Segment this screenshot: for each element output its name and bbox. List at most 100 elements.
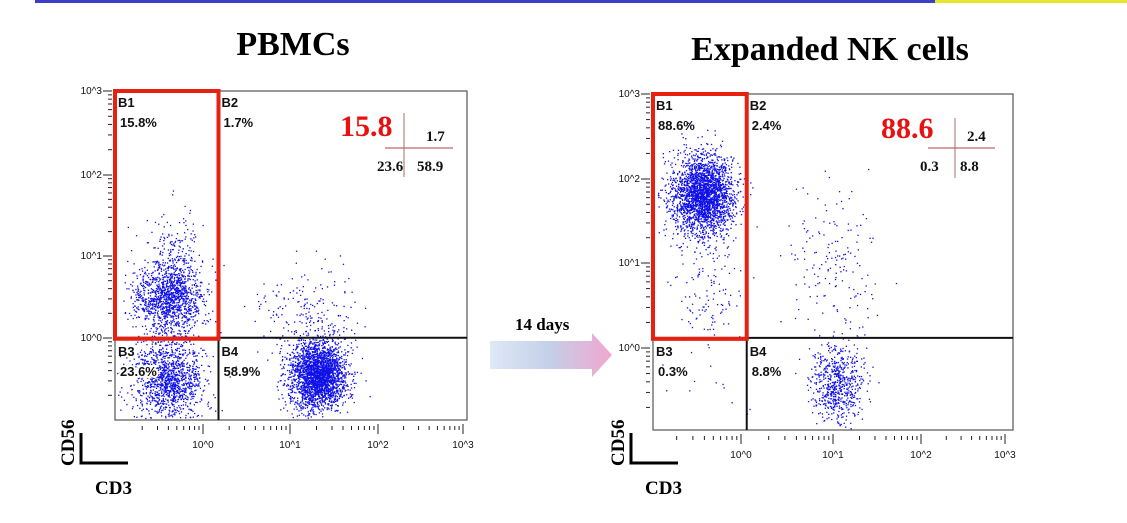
scatter-point xyxy=(192,316,195,318)
scatter-point xyxy=(305,342,307,344)
scatter-point xyxy=(350,363,352,365)
scatter-point xyxy=(137,367,139,369)
scatter-point xyxy=(173,389,175,392)
scatter-point xyxy=(175,287,178,289)
scatter-point xyxy=(298,369,300,371)
scatter-point xyxy=(163,307,165,309)
scatter-point xyxy=(159,238,161,240)
scatter-point xyxy=(148,282,150,284)
scatter-point xyxy=(150,292,152,294)
scatter-point xyxy=(188,386,190,388)
scatter-point xyxy=(172,389,174,391)
scatter-point xyxy=(180,333,182,335)
scatter-point xyxy=(150,312,153,314)
scatter-point xyxy=(161,245,164,247)
scatter-point xyxy=(289,397,291,399)
scatter-point xyxy=(294,371,297,373)
scatter-point xyxy=(203,301,205,303)
scatter-point xyxy=(333,348,335,351)
scatter-point xyxy=(188,308,190,311)
scatter-point xyxy=(156,376,159,378)
scatter-point xyxy=(290,398,292,400)
scatter-point xyxy=(329,358,332,360)
scatter-point xyxy=(308,348,310,351)
scatter-point xyxy=(167,371,170,373)
scatter-point xyxy=(140,282,142,284)
scatter-point xyxy=(150,347,152,350)
scatter-point xyxy=(175,379,177,381)
scatter-point xyxy=(308,370,310,372)
scatter-point xyxy=(167,297,169,299)
scatter-point xyxy=(121,396,123,398)
scatter-point xyxy=(309,357,312,360)
scatter-point xyxy=(197,370,199,373)
scatter-point xyxy=(295,365,298,367)
scatter-point xyxy=(302,392,304,395)
scatter-point xyxy=(162,278,164,280)
scatter-point xyxy=(182,393,184,395)
scatter-point xyxy=(135,326,137,328)
scatter-point xyxy=(322,416,324,418)
scatter-point xyxy=(210,407,212,409)
scatter-point xyxy=(165,297,167,300)
scatter-point xyxy=(335,354,337,356)
scatter-point xyxy=(174,395,176,398)
scatter-point xyxy=(304,391,306,393)
scatter-point xyxy=(307,394,310,397)
scatter-point xyxy=(167,375,169,377)
scatter-point xyxy=(147,385,149,387)
scatter-point xyxy=(141,373,144,375)
scatter-point xyxy=(171,316,173,318)
scatter-point xyxy=(151,275,153,277)
scatter-point xyxy=(178,309,180,311)
scatter-point xyxy=(327,369,329,371)
scatter-point xyxy=(171,328,174,330)
scatter-point xyxy=(179,353,181,355)
scatter-point xyxy=(335,359,337,361)
scatter-point xyxy=(308,414,310,416)
scatter-point xyxy=(145,417,147,420)
scatter-point xyxy=(335,380,337,382)
scatter-point xyxy=(173,281,175,283)
scatter-point xyxy=(329,368,331,370)
scatter-point xyxy=(170,382,172,384)
scatter-point xyxy=(164,365,166,367)
scatter-point xyxy=(177,309,179,312)
scatter-point xyxy=(320,368,322,370)
scatter-point xyxy=(133,416,135,418)
scatter-point xyxy=(314,343,316,346)
scatter-point xyxy=(154,270,156,272)
scatter-point xyxy=(158,316,161,318)
scatter-point xyxy=(299,335,301,337)
scatter-point xyxy=(335,409,337,412)
scatter-point xyxy=(176,361,178,363)
scatter-point xyxy=(328,400,331,402)
scatter-point xyxy=(317,368,320,370)
scatter-point xyxy=(330,383,332,385)
scatter-point xyxy=(172,341,174,343)
scatter-point xyxy=(350,342,353,344)
scatter-point xyxy=(131,375,134,378)
scatter-point xyxy=(321,386,324,388)
scatter-point xyxy=(159,289,161,291)
scatter-point xyxy=(167,373,170,375)
scatter-point xyxy=(160,353,162,356)
scatter-point xyxy=(164,314,166,316)
scatter-point xyxy=(145,371,148,373)
scatter-point xyxy=(156,370,158,372)
scatter-point xyxy=(189,352,191,355)
scatter-point xyxy=(167,314,169,316)
scatter-point xyxy=(177,358,179,360)
scatter-point xyxy=(294,373,296,375)
scatter-point xyxy=(162,374,164,376)
scatter-point xyxy=(177,278,179,281)
scatter-point xyxy=(138,296,140,299)
scatter-point xyxy=(157,303,159,305)
scatter-point xyxy=(172,410,174,412)
scatter-point xyxy=(180,378,183,380)
scatter-point xyxy=(137,341,139,343)
scatter-point xyxy=(171,376,173,378)
scatter-point xyxy=(344,354,346,356)
scatter-point xyxy=(200,295,202,297)
scatter-point xyxy=(180,277,182,279)
